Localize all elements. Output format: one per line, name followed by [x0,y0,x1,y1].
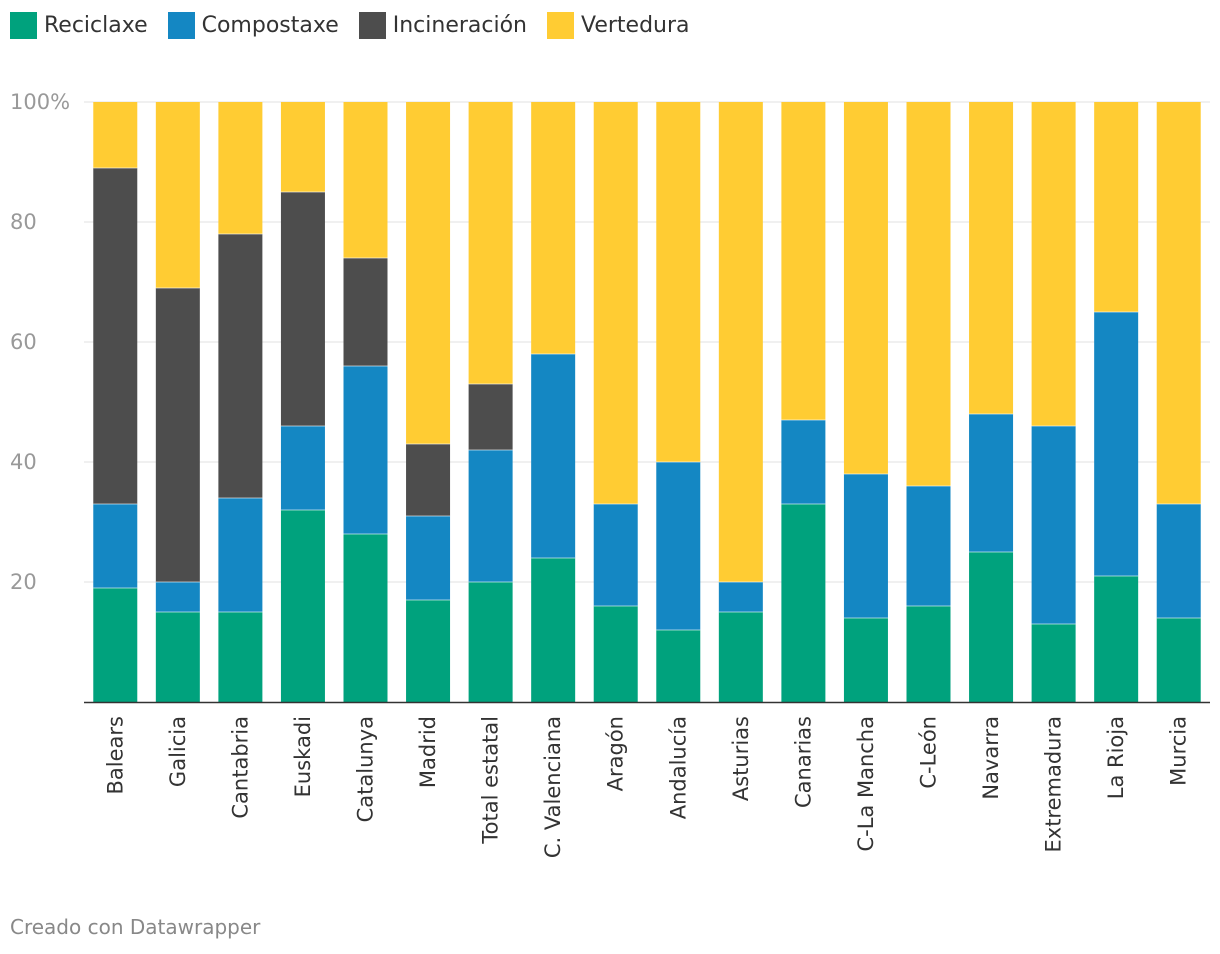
legend-item-vertedura: Vertedura [547,12,690,39]
bar-reciclaxe-1 [155,612,200,702]
bar-vertedura-6 [468,102,513,384]
bar-reciclaxe-11 [781,504,826,702]
x-tick-label: C-La Mancha [854,716,878,852]
bar-compostaxe-13 [906,486,951,606]
legend-label-vertedura: Vertedura [581,13,690,38]
bar-reciclaxe-10 [718,612,763,702]
legend-label-compostaxe: Compostaxe [201,13,339,38]
bar-compostaxe-17 [1156,504,1201,618]
legend-swatch-incineracion [358,12,386,39]
x-tick-label: Cantabria [228,716,252,819]
bar-compostaxe-4 [343,366,388,534]
x-tick-label: Andalucía [666,716,690,819]
bar-reciclaxe-9 [656,630,701,702]
legend-swatch-reciclaxe [10,12,37,39]
bar-incineracion-2 [218,234,263,498]
bar-reciclaxe-15 [1031,624,1076,702]
legend-swatch-compostaxe [167,12,195,39]
bar-vertedura-1 [155,102,200,288]
bar-reciclaxe-13 [906,606,951,702]
x-tick-label: Extremadura [1042,716,1066,853]
bar-vertedura-7 [531,102,576,354]
bar-compostaxe-12 [843,474,888,618]
y-tick-label: 100% [10,90,70,114]
bar-incineracion-6 [468,384,513,450]
y-tick-label: 20 [10,570,37,594]
bar-compostaxe-3 [280,426,325,510]
x-tick-label: Catalunya [354,716,378,822]
x-tick-label: Madrid [416,716,440,788]
bar-compostaxe-8 [593,504,638,606]
bar-reciclaxe-4 [343,534,388,702]
bar-reciclaxe-12 [843,618,888,702]
x-tick-label: Total estatal [479,716,503,845]
legend-swatch-vertedura [547,12,574,39]
x-tick-label: Euskadi [291,716,315,797]
bar-vertedura-16 [1094,102,1139,312]
bar-reciclaxe-0 [93,588,138,702]
bar-vertedura-17 [1156,102,1201,504]
bar-vertedura-14 [969,102,1014,414]
bar-vertedura-11 [781,102,826,420]
legend-item-compostaxe: Compostaxe [167,12,339,39]
y-tick-label: 80 [10,210,37,234]
bar-incineracion-1 [155,288,200,582]
bar-compostaxe-7 [531,354,576,558]
y-tick-label: 60 [10,330,37,354]
x-tick-label: Canarias [791,716,815,808]
bar-reciclaxe-14 [969,552,1014,702]
x-tick-label: C-León [917,716,941,789]
bar-incineracion-3 [280,192,325,426]
bar-compostaxe-10 [718,582,763,612]
bar-incineracion-5 [406,444,451,516]
bar-compostaxe-5 [406,516,451,600]
bar-vertedura-3 [280,102,325,192]
legend-item-incineracion: Incineración [358,12,527,39]
bar-incineracion-4 [343,258,388,366]
legend-label-incineracion: Incineración [392,13,527,38]
bar-vertedura-9 [656,102,701,462]
bar-compostaxe-15 [1031,426,1076,624]
bar-vertedura-10 [718,102,763,582]
bar-incineracion-0 [93,168,138,504]
x-tick-label: Murcia [1167,716,1191,786]
bar-reciclaxe-6 [468,582,513,702]
bar-vertedura-4 [343,102,388,258]
x-tick-label: Galicia [166,716,190,787]
bar-compostaxe-11 [781,420,826,504]
bar-vertedura-5 [406,102,451,444]
bar-reciclaxe-16 [1094,576,1139,702]
x-tick-label: C. Valenciana [541,716,565,858]
y-tick-label: 40 [10,450,37,474]
x-tick-label: Balears [103,716,127,794]
bar-compostaxe-16 [1094,312,1139,576]
bar-compostaxe-1 [155,582,200,612]
bar-reciclaxe-17 [1156,618,1201,702]
bar-reciclaxe-8 [593,606,638,702]
bar-reciclaxe-5 [406,600,451,702]
bar-compostaxe-6 [468,450,513,582]
bar-vertedura-15 [1031,102,1076,426]
bar-reciclaxe-3 [280,510,325,702]
bar-compostaxe-0 [93,504,138,588]
bar-vertedura-8 [593,102,638,504]
legend-label-reciclaxe: Reciclaxe [44,13,148,38]
bar-compostaxe-9 [656,462,701,630]
bar-vertedura-13 [906,102,951,486]
x-tick-label: Asturias [729,716,753,801]
x-tick-label: La Rioja [1104,716,1128,799]
bar-compostaxe-14 [969,414,1014,552]
footer-credit: Creado con Datawrapper [10,915,261,939]
bar-reciclaxe-7 [531,558,576,702]
x-tick-label: Aragón [604,716,628,791]
legend-item-reciclaxe: Reciclaxe [10,12,148,39]
bar-vertedura-2 [218,102,263,234]
legend: Reciclaxe Compostaxe Incineración Verted… [10,12,710,39]
bar-vertedura-12 [843,102,888,474]
x-tick-label: Navarra [979,716,1003,800]
bar-compostaxe-2 [218,498,263,612]
bar-vertedura-0 [93,102,138,168]
bar-reciclaxe-2 [218,612,263,702]
